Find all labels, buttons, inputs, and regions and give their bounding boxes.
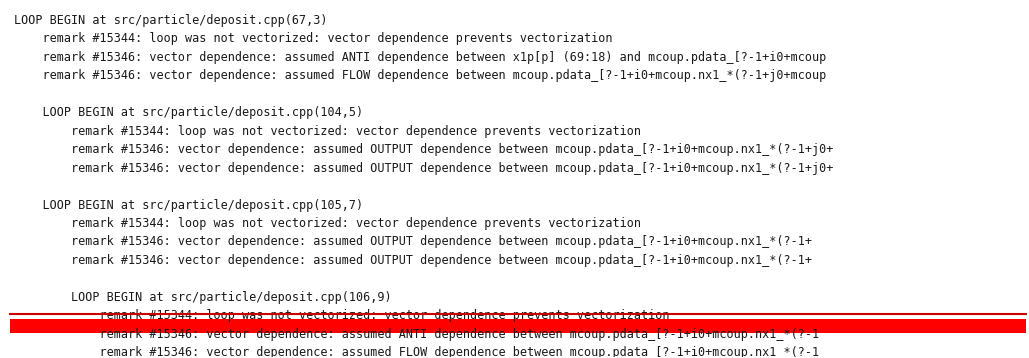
Text: LOOP BEGIN at src/particle/deposit.cpp(106,9): LOOP BEGIN at src/particle/deposit.cpp(1… bbox=[13, 291, 391, 304]
Text: remark #15346: vector dependence: assumed ANTI dependence between x1p[p] (69:18): remark #15346: vector dependence: assume… bbox=[13, 51, 826, 64]
Text: remark #15346: vector dependence: assumed FLOW dependence between mcoup.pdata_[?: remark #15346: vector dependence: assume… bbox=[13, 69, 826, 82]
Bar bbox=[9, 319, 1026, 333]
Text: remark #15346: vector dependence: assumed FLOW dependence between mcoup.pdata_[?: remark #15346: vector dependence: assume… bbox=[13, 346, 819, 358]
Text: remark #15344: loop was not vectorized: vector dependence prevents vectorization: remark #15344: loop was not vectorized: … bbox=[13, 32, 612, 45]
Text: remark #15346: vector dependence: assumed OUTPUT dependence between mcoup.pdata_: remark #15346: vector dependence: assume… bbox=[13, 254, 812, 267]
Text: LOOP BEGIN at src/particle/deposit.cpp(104,5): LOOP BEGIN at src/particle/deposit.cpp(1… bbox=[13, 106, 363, 119]
Text: LOOP BEGIN at src/particle/deposit.cpp(105,7): LOOP BEGIN at src/particle/deposit.cpp(1… bbox=[13, 199, 363, 212]
Text: remark #15346: vector dependence: assumed OUTPUT dependence between mcoup.pdata_: remark #15346: vector dependence: assume… bbox=[13, 143, 833, 156]
Text: remark #15344: loop was not vectorized: vector dependence prevents vectorization: remark #15344: loop was not vectorized: … bbox=[13, 309, 669, 322]
Text: remark #15344: loop was not vectorized: vector dependence prevents vectorization: remark #15344: loop was not vectorized: … bbox=[13, 217, 641, 230]
Text: remark #15346: vector dependence: assumed OUTPUT dependence between mcoup.pdata_: remark #15346: vector dependence: assume… bbox=[13, 161, 833, 175]
Text: LOOP BEGIN at src/particle/deposit.cpp(67,3): LOOP BEGIN at src/particle/deposit.cpp(6… bbox=[13, 14, 327, 27]
Text: remark #15346: vector dependence: assumed OUTPUT dependence between mcoup.pdata_: remark #15346: vector dependence: assume… bbox=[13, 236, 812, 248]
Text: remark #15344: loop was not vectorized: vector dependence prevents vectorization: remark #15344: loop was not vectorized: … bbox=[13, 125, 641, 138]
Text: remark #15346: vector dependence: assumed ANTI dependence between mcoup.pdata_[?: remark #15346: vector dependence: assume… bbox=[13, 328, 819, 341]
